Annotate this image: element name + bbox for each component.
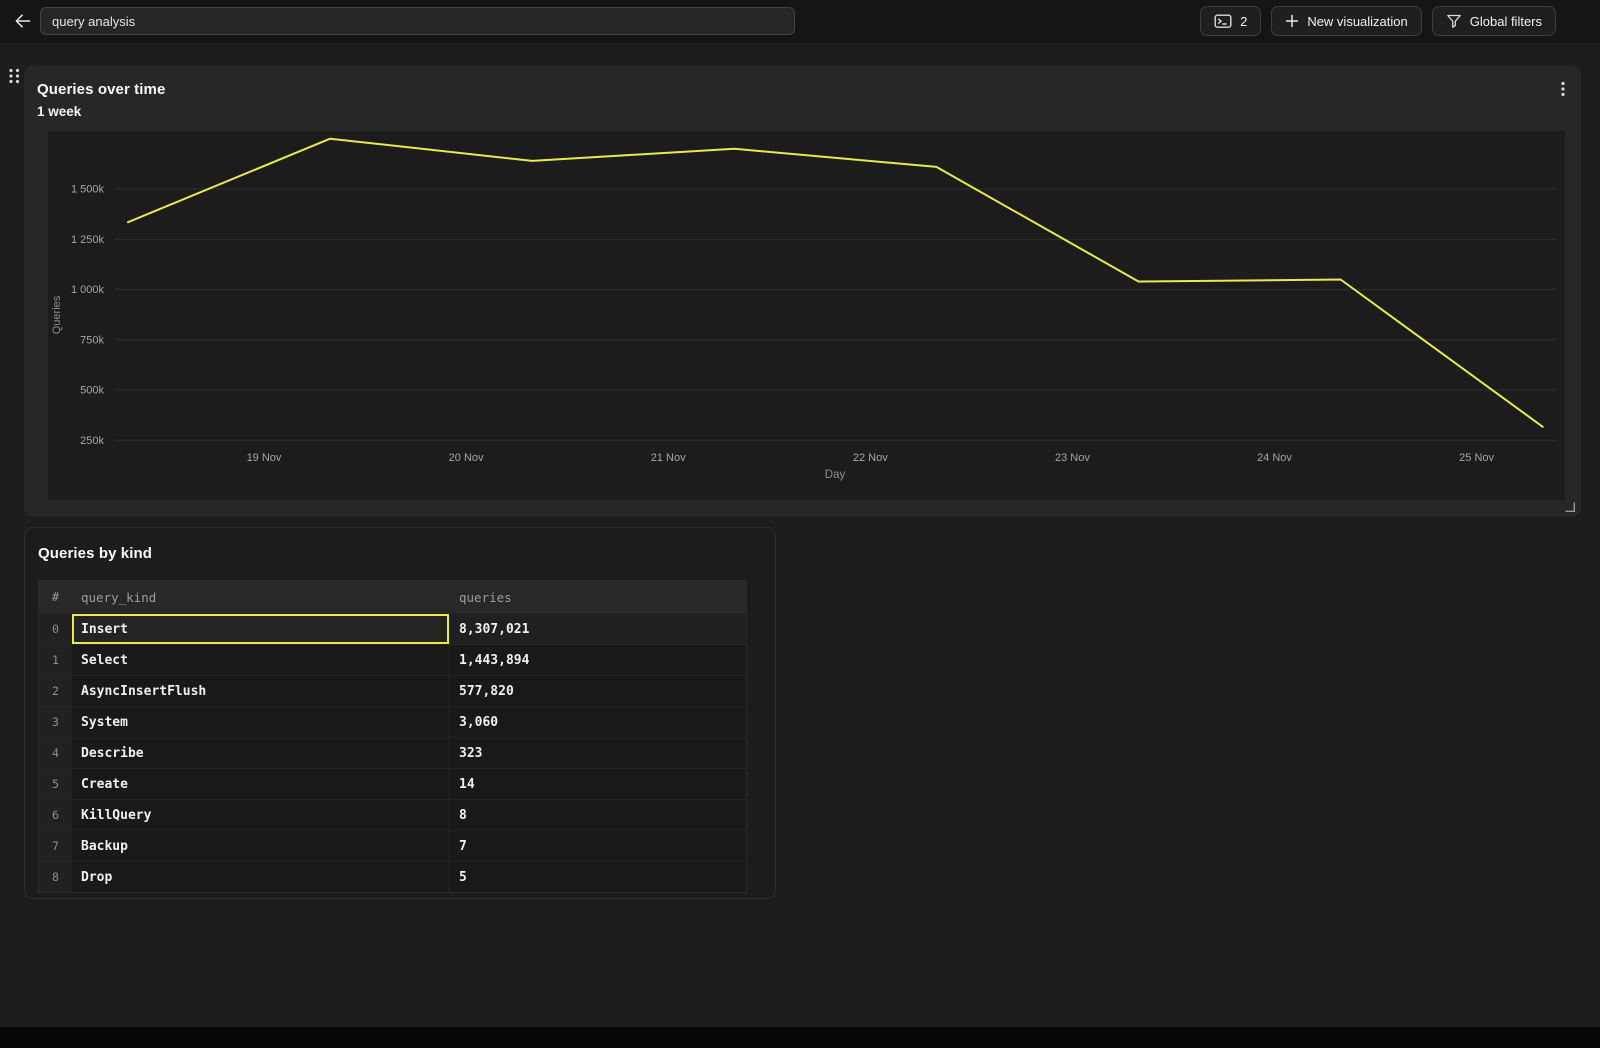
- cell-query-kind[interactable]: System: [72, 707, 450, 737]
- chart-panel-subtitle: 1 week: [37, 104, 82, 119]
- resize-corner-icon: [1565, 502, 1575, 512]
- queries-line-chart[interactable]: 250k 500k 750k 1 000k 1 250k 1 500k 19 Nov 20 N…: [48, 131, 1565, 500]
- row-index: 7: [39, 831, 72, 861]
- queries-table: # query_kind queries 0 Insert 8,307,021 1 Selec…: [38, 580, 747, 893]
- chart-canvas: 250k 500k 750k 1 000k 1 250k 1 500k 19 Nov 20 N…: [51, 137, 1556, 481]
- table-header-row: # query_kind queries: [39, 581, 746, 613]
- table-row: 2 AsyncInsertFlush 577,820: [39, 675, 746, 706]
- row-index: 4: [39, 738, 72, 768]
- panel-menu-button[interactable]: [1551, 77, 1575, 101]
- cell-queries[interactable]: 8: [459, 807, 467, 823]
- panel-drag-handle-icon[interactable]: [7, 67, 21, 85]
- topbar: 2 New visualization Global filters: [0, 0, 1600, 42]
- y-axis-title: Queries: [51, 295, 63, 334]
- table-row: 8 Drop 5: [39, 861, 746, 892]
- table-row: 1 Select 1,443,894: [39, 644, 746, 675]
- column-header-index: #: [51, 590, 60, 604]
- cell-queries[interactable]: 323: [459, 745, 483, 761]
- console-count: 2: [1240, 13, 1248, 29]
- new-visualization-label: New visualization: [1307, 13, 1408, 29]
- row-index: 8: [39, 862, 72, 892]
- queries-over-time-panel: Queries over time 1 week 250k 500k 750k 1 0…: [24, 66, 1581, 517]
- x-axis-tick-label: 21 Nov: [651, 452, 686, 464]
- cell-queries[interactable]: 8,307,021: [459, 621, 530, 637]
- y-axis-tick-label: 250k: [80, 435, 104, 447]
- chart-panel-title: Queries over time: [37, 81, 166, 98]
- global-filters-button[interactable]: Global filters: [1431, 6, 1556, 36]
- column-header-queries: queries: [459, 589, 512, 605]
- table-row: 4 Describe 323: [39, 737, 746, 768]
- cell-query-kind[interactable]: AsyncInsertFlush: [72, 676, 450, 706]
- table-panel-title: Queries by kind: [38, 545, 153, 562]
- x-axis-tick-label: 19 Nov: [247, 452, 282, 464]
- row-index: 2: [39, 676, 72, 706]
- plus-icon: [1286, 14, 1299, 28]
- cell-query-kind[interactable]: Select: [72, 645, 450, 675]
- back-button[interactable]: [10, 9, 36, 33]
- drag-dots-icon: [9, 68, 20, 84]
- cell-query-kind[interactable]: Insert: [72, 614, 450, 644]
- cell-queries[interactable]: 1,443,894: [459, 652, 530, 668]
- table-row: 0 Insert 8,307,021: [39, 613, 746, 644]
- cell-query-kind[interactable]: Create: [72, 769, 450, 799]
- x-axis-tick-label: 22 Nov: [853, 452, 888, 464]
- y-axis-tick-label: 750k: [80, 334, 104, 346]
- x-axis-title: Day: [825, 469, 846, 481]
- topbar-actions: 2 New visualization Global filters: [1200, 6, 1556, 36]
- column-header-query-kind: query_kind: [72, 581, 450, 613]
- row-index: 5: [39, 769, 72, 799]
- queries-series-line: [127, 137, 1544, 428]
- new-visualization-button[interactable]: New visualization: [1271, 6, 1422, 36]
- console-icon: [1214, 14, 1232, 28]
- cell-query-kind[interactable]: Drop: [72, 862, 450, 892]
- queries-by-kind-panel: Queries by kind # query_kind queries 0 Inser…: [24, 527, 776, 899]
- y-axis-tick-label: 500k: [80, 385, 104, 397]
- cell-queries[interactable]: 577,820: [459, 683, 514, 699]
- row-index: 3: [39, 707, 72, 737]
- row-index: 1: [39, 645, 72, 675]
- x-axis-tick-label: 24 Nov: [1257, 452, 1292, 464]
- y-axis-tick-label: 1 500k: [71, 184, 105, 196]
- row-index: 6: [39, 800, 72, 830]
- x-axis-tick-label: 25 Nov: [1459, 452, 1494, 464]
- row-index: 0: [39, 614, 72, 644]
- panel-resize-handle[interactable]: [1564, 500, 1576, 512]
- cell-query-kind[interactable]: Backup: [72, 831, 450, 861]
- dashboard-page: 2 New visualization Global filters: [0, 0, 1600, 1027]
- table-row: 6 KillQuery 8: [39, 799, 746, 830]
- filter-icon: [1446, 14, 1461, 28]
- table-row: 7 Backup 7: [39, 830, 746, 861]
- cell-queries[interactable]: 3,060: [459, 714, 499, 730]
- console-count-button[interactable]: 2: [1200, 6, 1262, 36]
- cell-queries[interactable]: 7: [459, 838, 467, 854]
- table-row: 5 Create 14: [39, 768, 746, 799]
- x-axis-tick-label: 20 Nov: [449, 452, 484, 464]
- x-axis-tick-label: 23 Nov: [1055, 452, 1090, 464]
- dashboard-title-input[interactable]: [40, 7, 795, 35]
- cell-queries[interactable]: 5: [459, 869, 467, 885]
- arrow-left-icon: [15, 14, 31, 28]
- cell-queries[interactable]: 14: [459, 776, 475, 792]
- cell-query-kind[interactable]: KillQuery: [72, 800, 450, 830]
- kebab-menu-icon: [1561, 81, 1565, 97]
- y-axis-tick-label: 1 250k: [71, 234, 105, 246]
- cell-query-kind[interactable]: Describe: [72, 738, 450, 768]
- global-filters-label: Global filters: [1469, 13, 1542, 29]
- table-row: 3 System 3,060: [39, 706, 746, 737]
- y-axis-tick-label: 1 000k: [71, 284, 105, 296]
